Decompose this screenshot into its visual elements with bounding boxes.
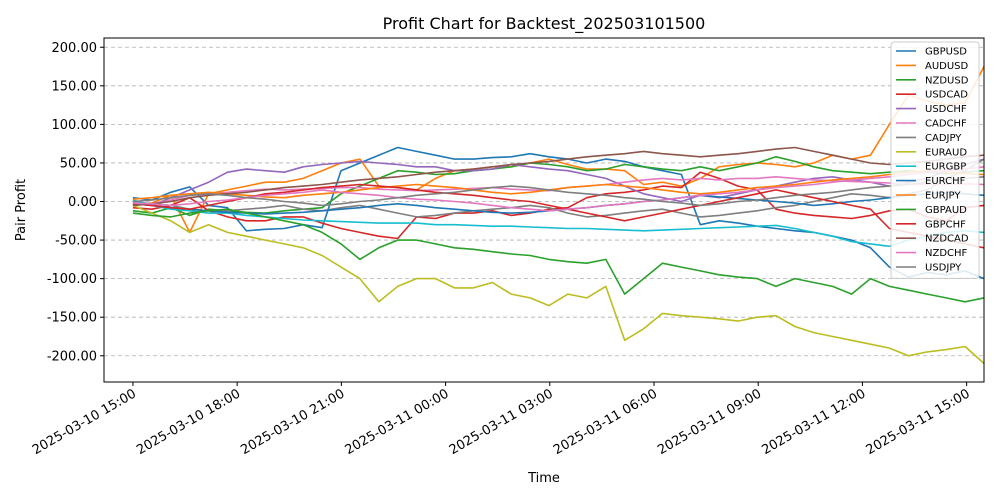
legend-box bbox=[890, 41, 980, 279]
legend-label: NZDUSD bbox=[925, 75, 969, 86]
series-line-eurjpy bbox=[132, 169, 984, 200]
series-lines bbox=[132, 66, 984, 365]
y-tick-label: 150.00 bbox=[52, 79, 98, 94]
legend-label: NZDCHF bbox=[925, 248, 968, 259]
plot-frame bbox=[103, 37, 985, 383]
y-tick-label: -200.00 bbox=[47, 349, 97, 364]
legend-label: EURAUD bbox=[925, 147, 967, 158]
series-line-nzdusd bbox=[132, 156, 984, 217]
legend-label: GBPUSD bbox=[925, 47, 967, 58]
y-axis-label: Pair Profit bbox=[14, 179, 29, 241]
legend-label: CADCHF bbox=[925, 119, 967, 130]
y-axis: -200.00 -150.00 -100.00 -50.00 0.00 50.00 100.… bbox=[47, 41, 104, 364]
legend-label: GBPAUD bbox=[925, 205, 967, 216]
legend-label: CADJPY bbox=[925, 133, 962, 144]
series-line-nzdcad bbox=[132, 146, 984, 207]
legend-label: GBPCHF bbox=[925, 219, 966, 230]
legend-label: AUDUSD bbox=[925, 61, 969, 72]
legend-label: EURGBP bbox=[925, 162, 966, 173]
y-tick-label: 200.00 bbox=[52, 41, 98, 56]
y-tick-label: 50.00 bbox=[60, 156, 97, 171]
legend: GBPUSD AUDUSD NZDUSD USDCAD USDCHF CADCHF CADJ… bbox=[890, 41, 980, 279]
y-tick-label: -150.00 bbox=[47, 311, 97, 326]
legend-label: USDCAD bbox=[925, 90, 968, 101]
series-line-usdjpy bbox=[132, 176, 984, 207]
legend-label: EURCHF bbox=[925, 176, 966, 187]
series-line-euraud bbox=[132, 204, 984, 365]
y-tick-label: -50.00 bbox=[55, 234, 97, 249]
legend-label: NZDCAD bbox=[925, 234, 969, 245]
series-line-gbpaud bbox=[132, 208, 984, 303]
plot-area bbox=[132, 66, 984, 365]
x-axis-label: Time bbox=[527, 471, 560, 486]
y-tick-label: -100.00 bbox=[47, 272, 97, 287]
y-tick-label: 0.00 bbox=[68, 195, 97, 210]
series-line-eurgbp bbox=[132, 199, 984, 248]
y-tick-label: 100.00 bbox=[52, 118, 98, 133]
legend-label: EURJPY bbox=[925, 191, 961, 202]
legend-label: USDCHF bbox=[925, 104, 967, 115]
series-line-gbpchf bbox=[132, 183, 984, 249]
chart-title: Profit Chart for Backtest_202503101500 bbox=[383, 14, 706, 34]
legend-label: USDJPY bbox=[925, 263, 962, 274]
series-line-nzdchf bbox=[132, 166, 984, 212]
